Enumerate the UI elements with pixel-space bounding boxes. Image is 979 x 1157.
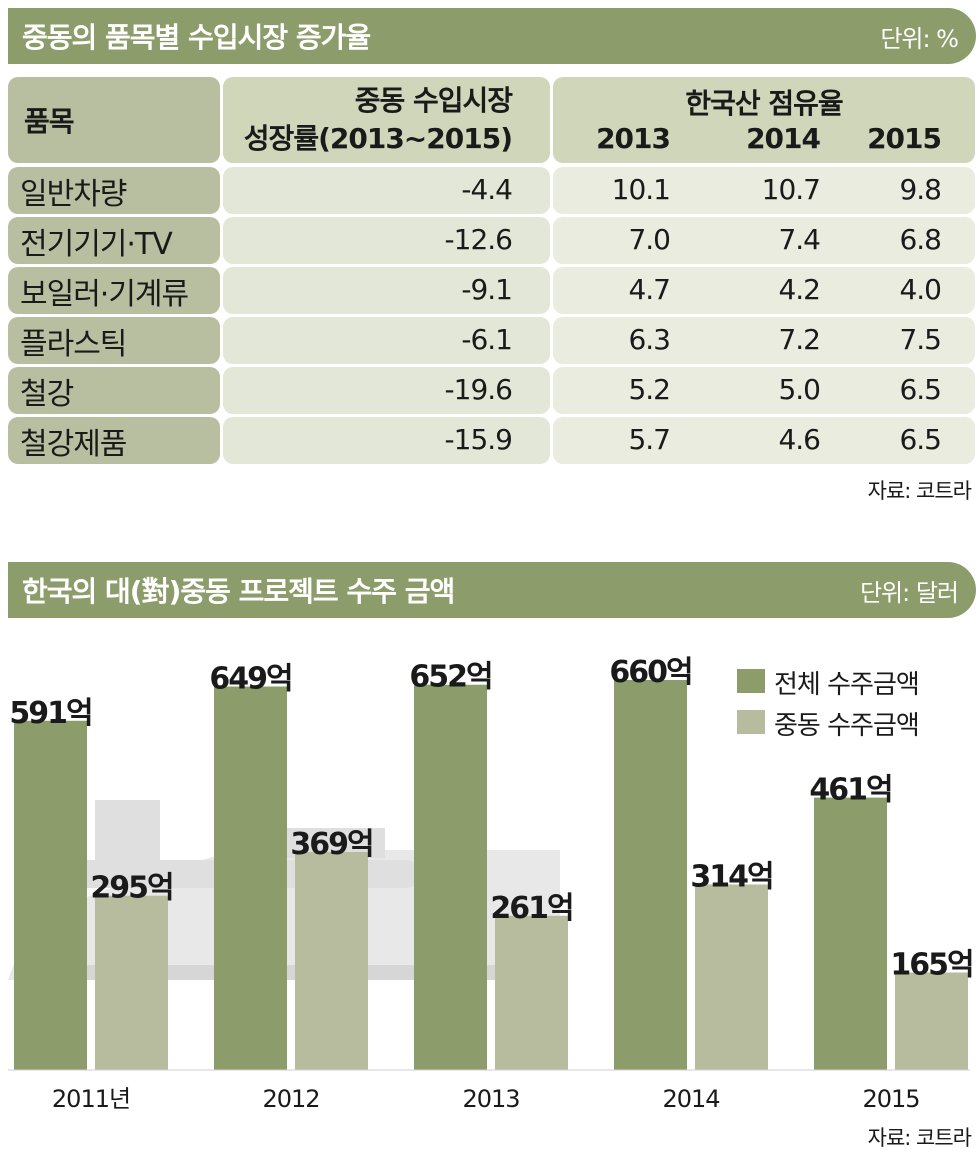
bar-mideast [495,915,568,1070]
table-title: 중동의 품목별 수입시장 증가율 [22,21,371,54]
bar-total [814,797,887,1070]
row-share-value: 10.7 [761,173,821,206]
row-share-value: 5.7 [628,423,671,456]
row-share-value: 4.6 [778,423,821,456]
row-share-value: 10.1 [611,173,671,206]
header-share [553,77,975,163]
bar-mideast [895,972,968,1070]
row-share-value: 6.5 [899,373,942,406]
bar-label-total: 660억 [609,655,691,690]
row-share-cell [553,417,975,464]
row-share-value: 6.3 [628,323,671,356]
row-item-label: 일반차량 [8,167,220,214]
header-growth-line1: 중동 수입시장 [354,84,513,117]
row-share-cell [553,217,975,264]
x-tick-label: 2013 [462,1085,519,1113]
row-share-cell [553,167,975,214]
row-growth-value: -15.9 [444,423,513,456]
row-growth-cell [223,217,550,264]
x-tick-label: 2015 [862,1085,919,1113]
header-item-label: 품목 [24,105,75,138]
row-share-cell [553,317,975,364]
bar-label-total: 591억 [9,696,91,731]
row-item-label: 철강제품 [8,417,220,464]
bar-label-mideast: 261억 [490,891,572,926]
header-item: 품목 [8,77,220,163]
legend-label-total: 전체 수주금액 [774,670,920,700]
bar-mideast [95,895,168,1070]
row-share-value: 4.2 [778,273,821,306]
row-growth-cell [223,367,550,414]
bar-mideast [295,851,368,1070]
row-share-value: 4.7 [628,273,671,306]
row-growth-value: -6.1 [461,323,513,356]
row-share-value: 7.5 [899,323,942,356]
legend-swatch-total [737,669,765,693]
header-growth: 중동 수입시장 성장률(2013~2015) [223,77,550,163]
bar-label-total: 649억 [209,662,291,697]
row-share-value: 7.0 [628,223,671,256]
table-title-bar: 중동의 품목별 수입시장 증가율 단위: % [8,8,976,64]
header-year-2015: 2015 [867,122,942,155]
bar-total [214,686,287,1070]
row-growth-cell [223,167,550,214]
row-share-value: 5.0 [778,373,821,406]
bar-total [614,680,687,1070]
chart-unit: 단위: 달러 [859,578,959,607]
bar-label-mideast: 314억 [690,859,772,894]
row-growth-value: -12.6 [444,223,513,256]
header-share-title: 한국산 점유율 [685,87,843,120]
row-share-value: 7.4 [778,223,821,256]
legend-label-mideast: 중동 수주금액 [774,711,920,741]
chart-title: 한국의 대(對)중동 프로젝트 수주 금액 [22,575,455,608]
row-item-label: 전기기기·TV [8,217,220,264]
row-growth-value: -4.4 [461,173,513,206]
bar-label-total: 461억 [809,773,891,808]
row-growth-cell [223,267,550,314]
table-unit: 단위: % [880,24,959,53]
row-growth-value: -9.1 [461,273,513,306]
bar-label-total: 652억 [409,660,491,695]
row-growth-cell [223,417,550,464]
header-growth-line2: 성장률(2013~2015) [243,122,513,155]
x-tick-label: 2014 [662,1085,719,1113]
project-orders-bar-chart: 591억 649억 652억 660억 461억 295억 369억 261억 314억 165억… [8,655,975,1113]
bar-total [14,720,87,1070]
row-growth-cell [223,317,550,364]
row-share-cell [553,367,975,414]
chart-source: 자료: 코트라 [867,1126,972,1150]
x-tick-label: 2011년 [52,1085,130,1113]
row-growth-value: -19.6 [444,373,513,406]
row-share-cell [553,267,975,314]
bar-label-mideast: 369억 [290,827,372,862]
row-share-value: 4.0 [899,273,942,306]
chart-title-bar: 한국의 대(對)중동 프로젝트 수주 금액 단위: 달러 [8,562,976,618]
bar-label-mideast: 165억 [890,948,972,983]
row-item-label: 보일러·기계류 [8,267,220,314]
row-share-value: 5.2 [628,373,671,406]
bar-label-mideast: 295억 [90,871,172,906]
row-item-label: 철강 [8,367,220,414]
x-tick-label: 2012 [262,1085,319,1113]
bar-total [414,684,487,1070]
row-share-value: 7.2 [778,323,821,356]
row-item-label: 플라스틱 [8,317,220,364]
legend-swatch-mideast [737,710,765,734]
header-year-2014: 2014 [746,122,821,155]
bar-mideast [695,884,768,1070]
table-source: 자료: 코트라 [867,479,972,503]
row-share-value: 9.8 [899,173,942,206]
header-year-2013: 2013 [596,122,671,155]
row-share-value: 6.5 [899,423,942,456]
row-share-value: 6.8 [899,223,942,256]
